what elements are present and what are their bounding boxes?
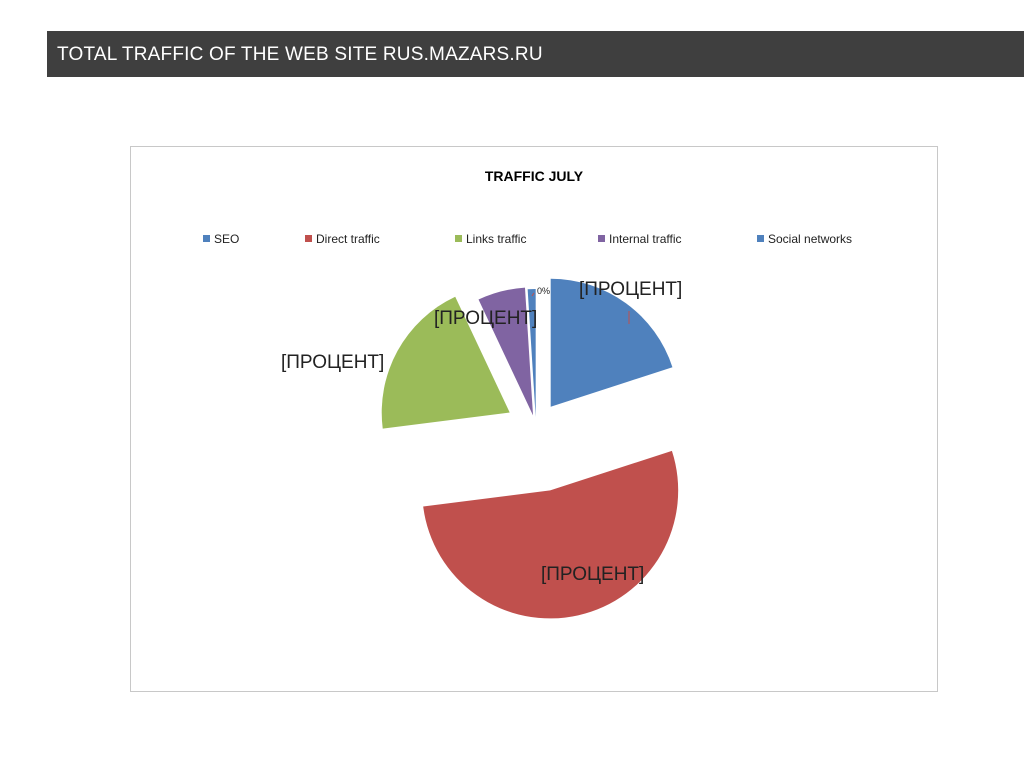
legend-item-internal-traffic: Internal traffic	[598, 232, 681, 246]
data-label-seo: [ПРОЦЕНТ]	[579, 279, 682, 300]
legend-swatch-internal-traffic	[598, 235, 605, 243]
legend-label-direct-traffic: Direct traffic	[316, 232, 380, 246]
slide-title-bar: TOTAL TRAFFIC OF THE WEB SITE RUS.MAZARS…	[47, 31, 1024, 77]
data-label-direct-traffic: [ПРОЦЕНТ]	[541, 564, 644, 585]
chart-frame: TRAFFIC JULY SEO Direct traffic Links tr…	[130, 146, 938, 692]
legend-item-links-traffic: Links traffic	[455, 232, 526, 246]
legend-swatch-links-traffic	[455, 235, 462, 243]
legend-item-seo: SEO	[203, 232, 239, 246]
legend-item-direct-traffic: Direct traffic	[305, 232, 380, 246]
legend-swatch-seo	[203, 235, 210, 243]
legend-label-links-traffic: Links traffic	[466, 232, 527, 246]
pie-slice-social-networks	[527, 289, 536, 418]
pie-chart: [ПРОЦЕНТ] [ПРОЦЕНТ] [ПРОЦЕНТ] [ПРОЦЕНТ] 0%	[281, 278, 682, 619]
legend-swatch-social-networks	[757, 235, 764, 243]
pie-slice-direct-traffic	[423, 450, 679, 619]
data-label-internal-traffic: [ПРОЦЕНТ]	[434, 308, 537, 329]
legend-label-social-networks: Social networks	[768, 232, 853, 246]
legend-label-internal-traffic: Internal traffic	[609, 232, 682, 246]
slide-title: TOTAL TRAFFIC OF THE WEB SITE RUS.MAZARS…	[57, 44, 543, 65]
pie-slice-seo	[550, 278, 673, 407]
data-label-leader-4	[531, 292, 535, 297]
legend-swatch-direct-traffic	[305, 235, 312, 243]
pie-slice-internal-traffic	[478, 287, 534, 416]
data-label-social-networks: 0%	[537, 286, 550, 296]
data-label-links-traffic: [ПРОЦЕНТ]	[281, 352, 384, 373]
legend-item-social-networks: Social networks	[757, 232, 852, 246]
chart-title: TRAFFIC JULY	[484, 168, 584, 184]
legend-label-seo: SEO	[214, 232, 240, 246]
pie-slice-links-traffic	[381, 296, 510, 429]
